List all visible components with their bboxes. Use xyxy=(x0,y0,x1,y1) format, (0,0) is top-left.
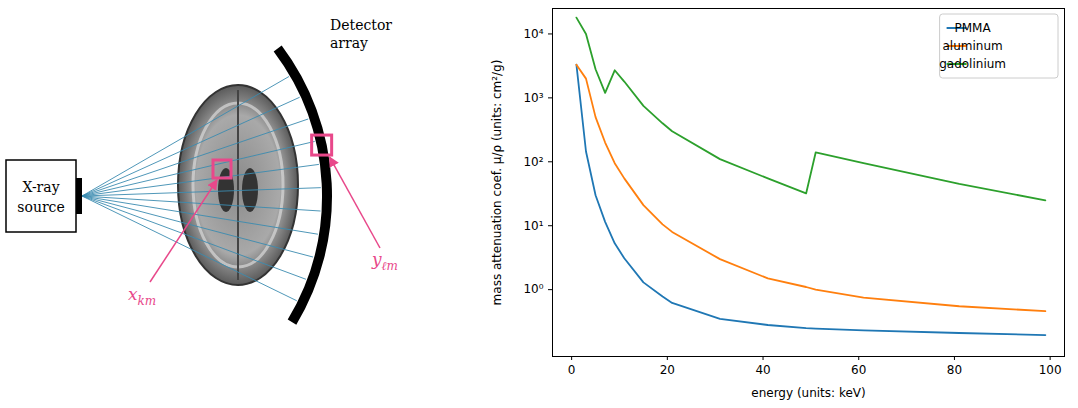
svg-text:xkm: xkm xyxy=(128,284,156,308)
svg-text:PMMA: PMMA xyxy=(955,21,992,35)
svg-text:gadolinium: gadolinium xyxy=(939,57,1006,71)
svg-text:80: 80 xyxy=(947,363,962,377)
svg-text:10²: 10² xyxy=(523,155,543,169)
svg-text:yℓm: yℓm xyxy=(371,249,398,273)
svg-text:mass attenuation coef. μ/ρ (un: mass attenuation coef. μ/ρ (units: cm²/g… xyxy=(490,60,504,306)
svg-text:aluminum: aluminum xyxy=(942,39,1002,53)
svg-text:source: source xyxy=(17,199,64,215)
svg-text:energy (units: keV): energy (units: keV) xyxy=(751,386,865,400)
svg-text:10³: 10³ xyxy=(523,91,543,105)
svg-text:Detector: Detector xyxy=(330,17,392,33)
svg-text:100: 100 xyxy=(1039,363,1062,377)
svg-text:X-ray: X-ray xyxy=(22,179,59,195)
svg-text:10⁴: 10⁴ xyxy=(523,27,543,41)
svg-text:0: 0 xyxy=(568,363,576,377)
svg-text:40: 40 xyxy=(755,363,770,377)
svg-text:60: 60 xyxy=(851,363,866,377)
svg-text:array: array xyxy=(330,35,368,51)
svg-text:10¹: 10¹ xyxy=(523,219,543,233)
svg-text:10⁰: 10⁰ xyxy=(523,282,543,296)
svg-text:20: 20 xyxy=(660,363,675,377)
